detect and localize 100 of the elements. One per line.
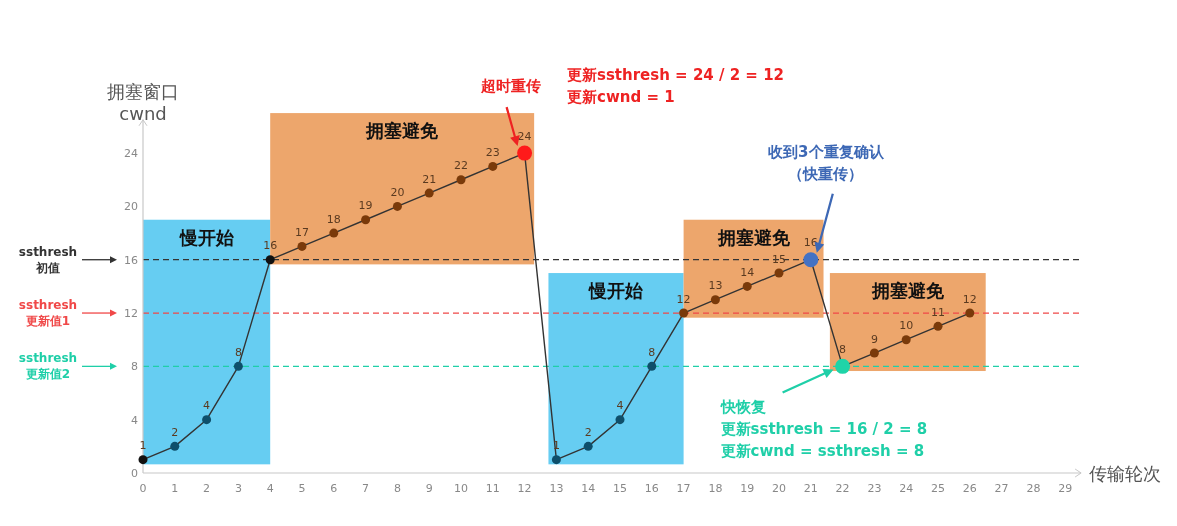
band-label: 慢开始 <box>588 280 645 302</box>
data-label: 21 <box>422 172 437 186</box>
point <box>138 455 148 465</box>
data-label: 9 <box>870 332 878 346</box>
x-tick-label: 22 <box>835 482 850 495</box>
point <box>265 255 275 265</box>
y-tick-label: 8 <box>131 360 138 374</box>
data-label: 22 <box>454 159 468 173</box>
data-label: 18 <box>326 212 341 226</box>
y-axis-title: 拥塞窗口 cwnd <box>107 81 179 124</box>
data-label: 20 <box>390 185 405 199</box>
x-tick-label: 11 <box>485 482 500 495</box>
point <box>233 361 243 371</box>
text: 超时重传 <box>479 77 541 96</box>
x-tick-label: 7 <box>362 482 370 495</box>
x-tick-label: 0 <box>139 482 147 495</box>
x-tick-label: 16 <box>644 482 659 495</box>
data-label: 1 <box>552 439 560 453</box>
text: 更新ssthresh = 24 / 2 = 12 更新cwnd = 1 <box>567 66 785 106</box>
x-tick-label: 20 <box>772 482 786 495</box>
point <box>869 348 879 358</box>
point <box>710 295 720 305</box>
band-label: 慢开始 <box>178 226 235 248</box>
x-tick-label: 10 <box>454 482 468 495</box>
y-tick-label: 4 <box>131 413 138 427</box>
band-label: 拥塞避免 <box>870 280 945 302</box>
point <box>424 188 434 198</box>
x-tick-label: 14 <box>581 482 596 495</box>
x-tick-label: 12 <box>517 482 532 495</box>
point <box>679 308 689 318</box>
y-tick-label: 16 <box>124 253 138 267</box>
y-tick-label: 24 <box>124 147 138 161</box>
annotation: 更新ssthresh = 16 / 2 = 8 更新cwnd = ssthresh = 8 <box>720 420 928 461</box>
y-tick-label: 12 <box>124 307 138 321</box>
point <box>551 455 561 465</box>
annotation: 收到3个重复确认 <box>768 142 885 161</box>
point <box>901 335 911 345</box>
x-tick-label: 1 <box>171 482 179 495</box>
data-label: 12 <box>962 292 977 306</box>
annotation: （快重传） <box>788 164 864 183</box>
ref-line-label: ssthresh 更新值1 <box>18 298 78 329</box>
ref-line-label: ssthresh 更新值2 <box>18 351 78 382</box>
x-tick-label: 3 <box>234 482 242 495</box>
data-label: 24 <box>517 129 532 143</box>
point <box>202 415 212 425</box>
data-label: 8 <box>234 345 242 359</box>
x-axis-title: 传输轮次 <box>1089 463 1162 484</box>
point <box>774 268 784 278</box>
ref-line-label: ssthresh 初值 <box>18 244 78 275</box>
data-label: 10 <box>899 319 914 333</box>
x-tick-label: 27 <box>994 482 1009 495</box>
x-tick-label: 4 <box>266 482 274 495</box>
point <box>742 281 752 291</box>
point <box>965 308 975 318</box>
annotation: 快恢复 <box>719 398 766 417</box>
data-label: 13 <box>708 279 723 293</box>
band-label: 拥塞避免 <box>365 120 440 142</box>
point <box>583 441 593 451</box>
point <box>615 415 625 425</box>
data-label: 4 <box>616 399 624 413</box>
point <box>392 201 402 211</box>
x-tick-label: 17 <box>676 482 691 495</box>
x-tick-label: 6 <box>330 482 338 495</box>
x-tick-label: 2 <box>203 482 211 495</box>
x-tick-label: 19 <box>740 482 755 495</box>
data-label: 4 <box>203 399 211 413</box>
data-label: 1 <box>139 439 147 453</box>
x-tick-label: 21 <box>803 482 818 495</box>
y-tick-label: 0 <box>131 467 138 480</box>
y-tick-label: 20 <box>124 200 138 214</box>
x-tick-label: 29 <box>1058 482 1073 495</box>
point <box>647 361 657 371</box>
data-label: 19 <box>358 199 373 213</box>
data-label: 17 <box>295 225 309 239</box>
x-tick-label: 23 <box>867 482 882 495</box>
x-tick-label: 8 <box>393 482 401 495</box>
data-label: 11 <box>931 305 945 319</box>
data-label: 8 <box>648 345 656 359</box>
x-tick-label: 13 <box>549 482 564 495</box>
point <box>933 321 943 331</box>
x-tick-label: 25 <box>931 482 945 495</box>
x-tick-label: 28 <box>1026 482 1041 495</box>
data-label: 8 <box>839 342 847 356</box>
point <box>488 161 498 171</box>
x-tick-label: 24 <box>899 482 914 495</box>
x-tick-label: 9 <box>425 482 433 495</box>
data-label: 14 <box>740 265 755 279</box>
x-tick-label: 18 <box>708 482 723 495</box>
band-label: 拥塞避免 <box>716 226 791 248</box>
x-tick-label: 5 <box>298 482 306 495</box>
point <box>361 215 371 225</box>
x-tick-label: 15 <box>613 482 627 495</box>
point <box>170 441 180 451</box>
point <box>456 175 466 185</box>
point <box>329 228 339 238</box>
x-tick-label: 26 <box>962 482 977 495</box>
data-label: 23 <box>485 145 500 159</box>
data-label: 2 <box>584 425 592 439</box>
point <box>297 241 307 251</box>
data-label: 2 <box>171 425 179 439</box>
